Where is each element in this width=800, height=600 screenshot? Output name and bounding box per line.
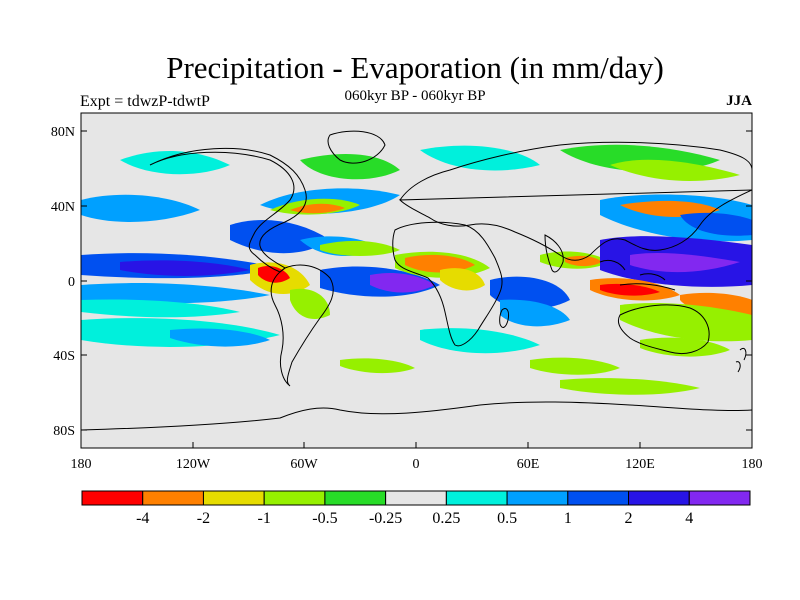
plot-subtitle: 060kyr BP - 060kyr BP — [344, 88, 486, 104]
colorbar-label-6: 0.5 — [497, 510, 517, 527]
colorbar-label-3: -0.5 — [312, 510, 337, 527]
colorbar: -4 -2 -1 -0.5 -0.25 0.25 0.5 1 2 4 — [81, 490, 751, 527]
coastlines — [81, 130, 752, 431]
map-panel — [81, 113, 752, 448]
lon-label-60e: 60E — [517, 457, 540, 472]
colorbar-label-0: -4 — [136, 510, 149, 527]
season-label: JJA — [726, 93, 752, 109]
colorbar-box-7 — [506, 490, 569, 506]
colorbar-box-3 — [263, 490, 326, 506]
colorbar-box-8 — [567, 490, 630, 506]
experiment-label: Expt = tdwzP-tdwtP — [80, 93, 210, 110]
colorbar-box-9 — [628, 490, 690, 506]
lon-label-120w: 120W — [176, 457, 211, 472]
plot-title: Precipitation - Evaporation (in mm/day) — [166, 50, 664, 85]
colorbar-box-0 — [81, 490, 144, 506]
colorbar-label-8: 2 — [625, 510, 633, 527]
lon-label-0: 0 — [413, 457, 420, 472]
colorbar-label-7: 1 — [564, 510, 572, 527]
colorbar-box-5 — [385, 490, 447, 506]
colorbar-label-1: -2 — [197, 510, 210, 527]
lat-label-80s: 80S — [53, 424, 75, 439]
lat-label-40n: 40N — [51, 200, 75, 215]
colorbar-box-2 — [202, 490, 265, 506]
lat-label-40s: 40S — [53, 349, 75, 364]
colorbar-label-4: -0.25 — [369, 510, 402, 527]
lat-label-80n: 80N — [51, 125, 75, 140]
colorbar-label-9: 4 — [685, 510, 693, 527]
lon-label-120e: 120E — [625, 457, 655, 472]
lat-ticks — [81, 130, 752, 431]
lon-label-180e: 180 — [742, 457, 763, 472]
lon-label-60w: 60W — [290, 457, 318, 472]
lon-ticks — [192, 442, 641, 448]
colorbar-label-2: -1 — [258, 510, 271, 527]
colorbar-label-5: 0.25 — [432, 510, 460, 527]
colorbar-box-1 — [142, 490, 204, 506]
lon-label-180w: 180 — [71, 457, 92, 472]
lat-label-0: 0 — [68, 275, 75, 290]
colorbar-box-10 — [688, 490, 751, 506]
colorbar-box-4 — [324, 490, 387, 506]
colorbar-box-6 — [445, 490, 508, 506]
